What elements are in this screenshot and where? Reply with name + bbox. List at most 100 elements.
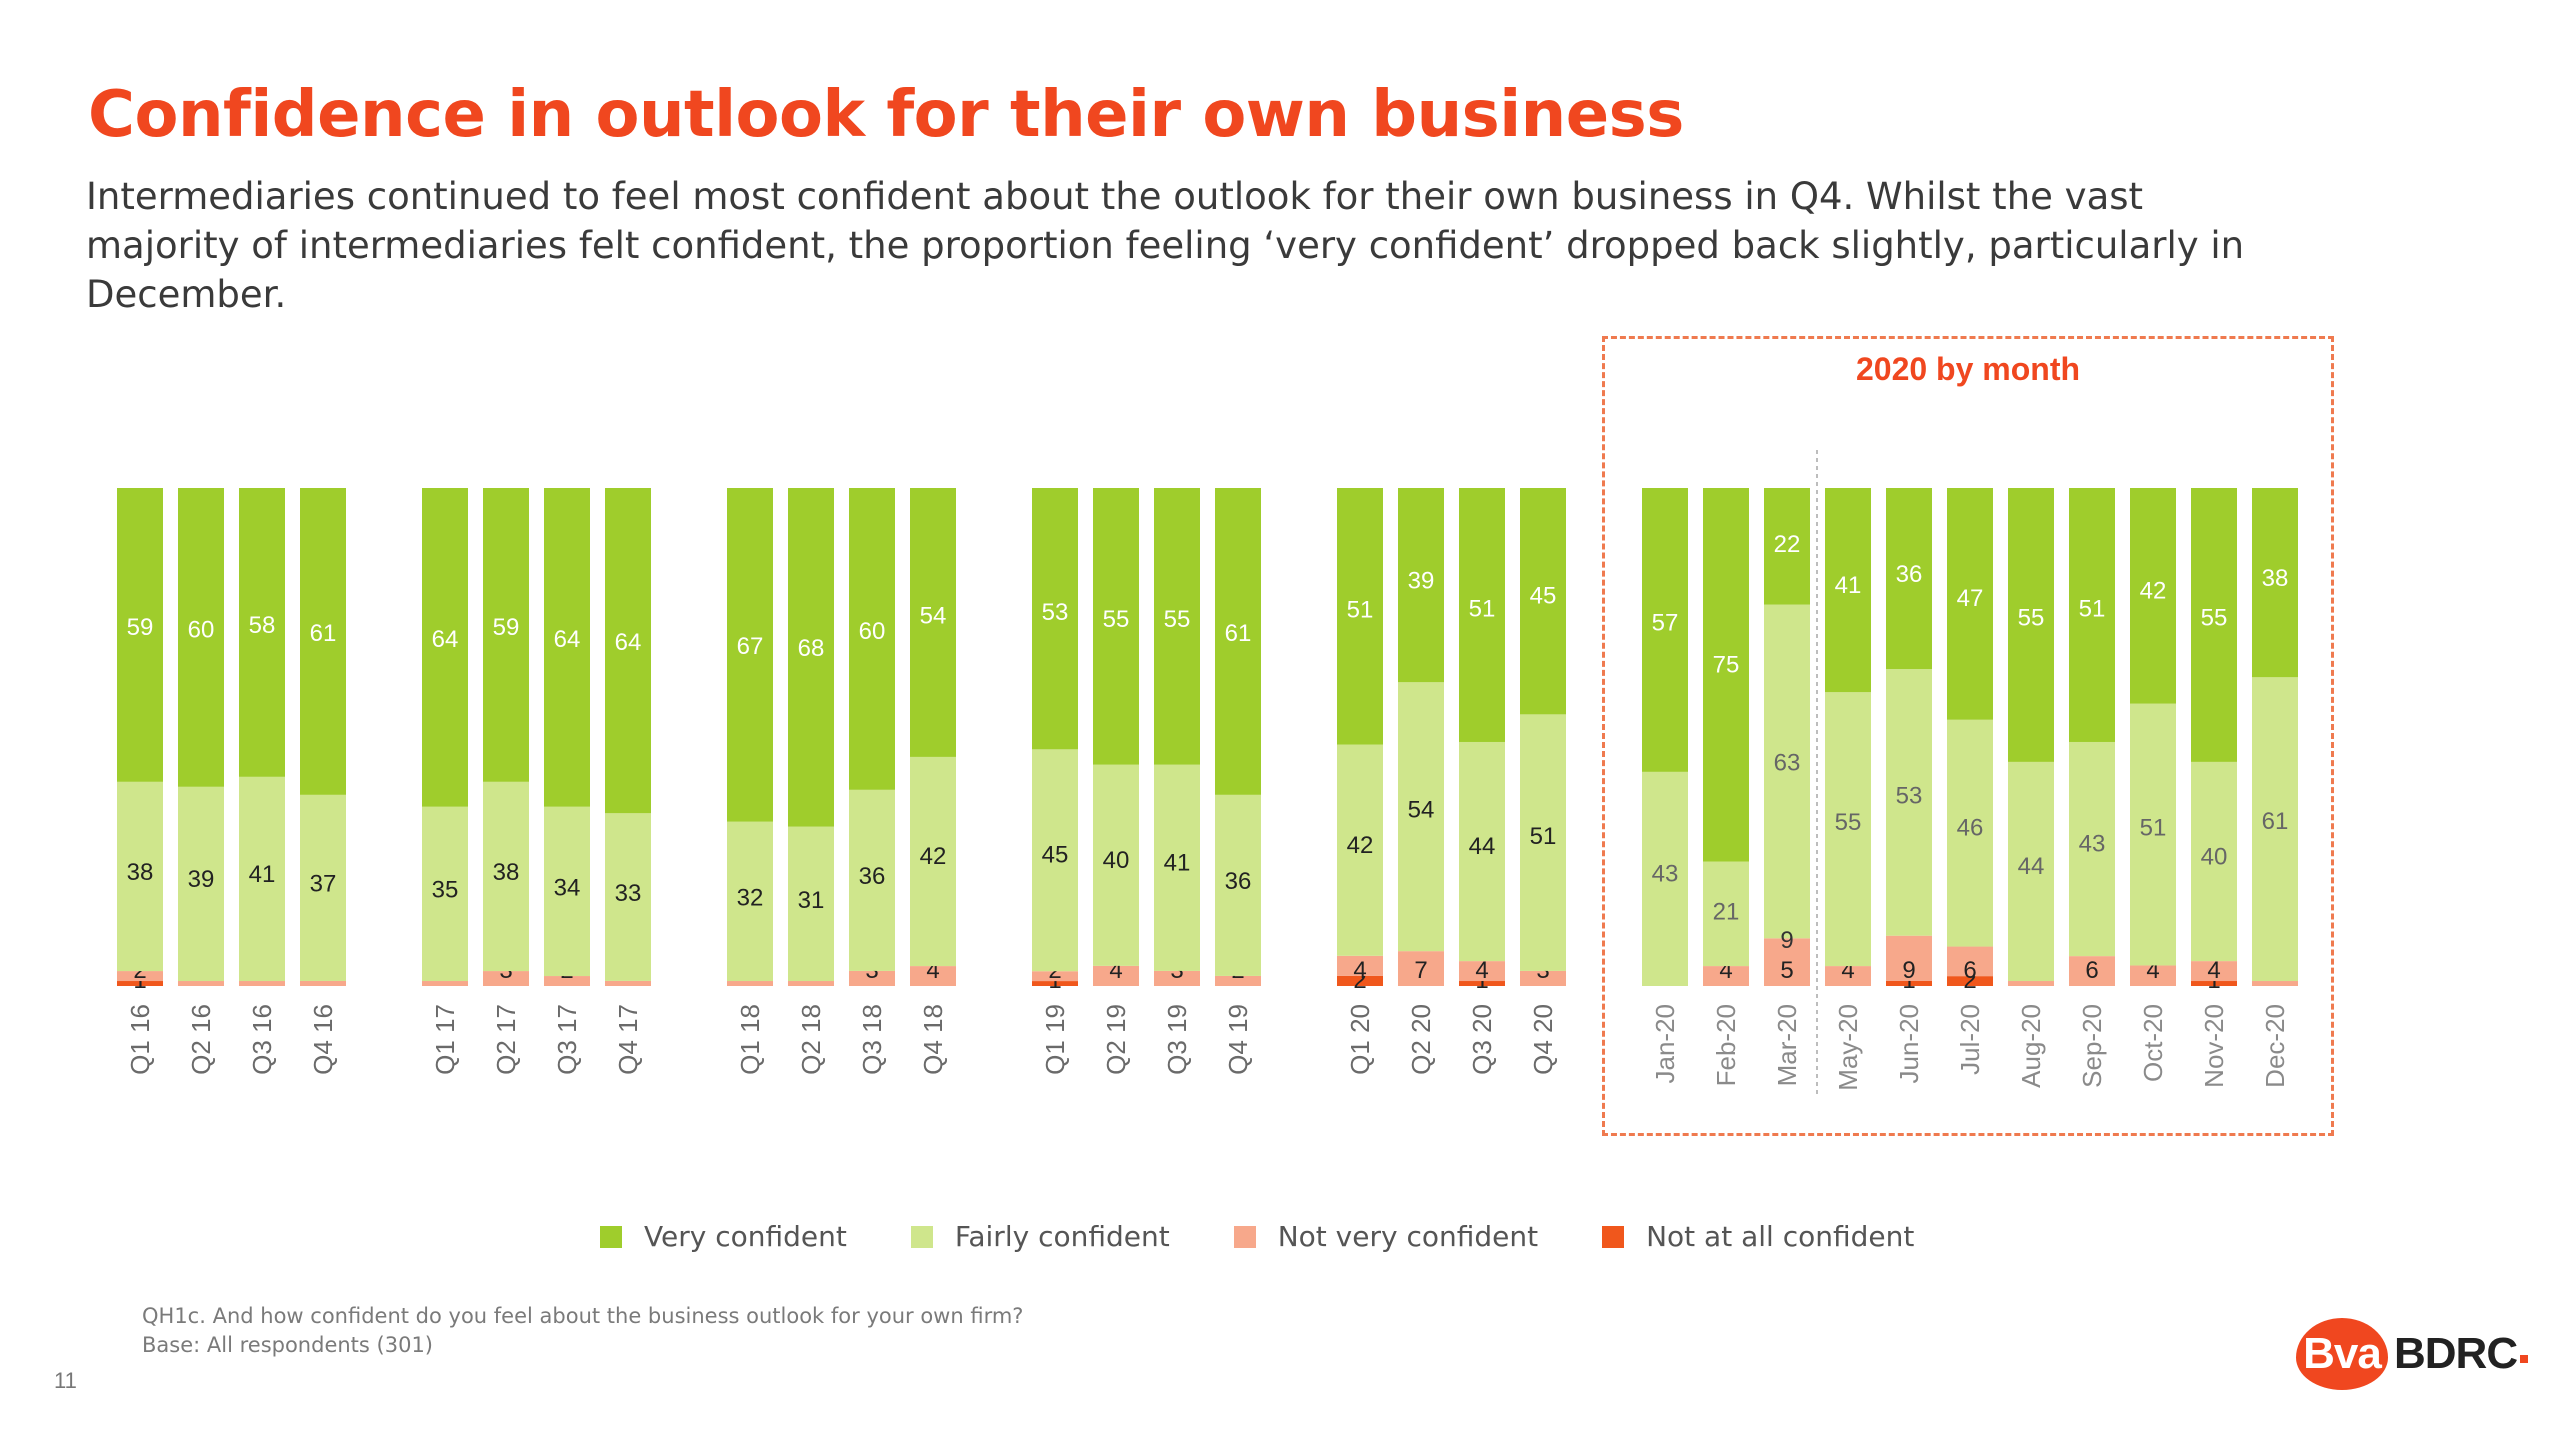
data-label-fairly: 54: [1408, 797, 1435, 824]
data-label-very: 68: [798, 635, 825, 662]
data-label-not-very: 6: [2085, 957, 2098, 984]
x-tick-label: Q2 20: [1406, 1004, 1436, 1075]
data-label-very: 41: [1835, 572, 1862, 599]
data-label-very: 54: [920, 602, 947, 629]
bar-segment-very: [1886, 488, 1932, 670]
x-tick-label: Jan-20: [1650, 1004, 1680, 1084]
bar-segment-not-very: [117, 971, 163, 982]
data-label-fairly: 40: [1103, 847, 1130, 874]
data-label-very: 64: [554, 626, 581, 653]
bar-segment-fairly: [849, 789, 895, 971]
bar-segment-not-very: [1154, 970, 1200, 986]
bar-segment-very: [2191, 488, 2237, 762]
bar-segment-not-very: [2069, 956, 2115, 986]
bar-segment-very: [422, 488, 468, 807]
x-tick-label: Q4 18: [918, 1004, 948, 1075]
bar-segment-not-very: [2130, 965, 2176, 986]
bar-segment-very: [1337, 488, 1383, 745]
x-tick-label: Aug-20: [2016, 1004, 2046, 1088]
data-label-very: 60: [859, 618, 886, 645]
bar-segment-fairly: [1337, 744, 1383, 956]
bar-segment-fairly: [2008, 761, 2054, 982]
footnote-base: Base: All respondents (301): [142, 1333, 433, 1357]
bar-segment-fairly: [2130, 703, 2176, 966]
data-label-very: 64: [432, 626, 459, 653]
data-label-fairly: 41: [249, 861, 276, 888]
bar-segment-fairly: [1520, 714, 1566, 971]
bar-segment-very: [1154, 488, 1200, 765]
bar-segment-very: [2069, 488, 2115, 742]
bar-segment-fairly: [788, 826, 834, 982]
bar-segment-fairly: [2252, 677, 2298, 982]
data-label-fairly: 44: [1469, 833, 1496, 860]
bar-segment-fairly: [910, 756, 956, 967]
data-label-fairly: 46: [1957, 814, 1984, 841]
data-label-fairly: 36: [1225, 868, 1252, 895]
legend-swatch: [1233, 1225, 1256, 1248]
bar-segment-not-very: [239, 981, 285, 986]
bar-segment-very: [727, 488, 773, 822]
bar-segment-not-at-all: [1032, 981, 1078, 986]
bar-segment-not-very: [2252, 981, 2298, 986]
data-label-very: 59: [127, 614, 154, 641]
bar-segment-very: [1032, 488, 1078, 750]
data-label-fairly: 31: [798, 887, 825, 914]
data-label-very: 67: [737, 633, 764, 660]
x-tick-label: Q2 19: [1101, 1004, 1131, 1075]
bar-segment-not-very: [1093, 965, 1139, 986]
data-label-very: 47: [1957, 585, 1984, 612]
x-tick-label: Q4 16: [308, 1004, 338, 1075]
x-tick-label: Q4 19: [1223, 1004, 1253, 1075]
x-tick-label: Q2 16: [186, 1004, 216, 1075]
bar-segment-not-very: [1215, 975, 1261, 986]
bar-segment-fairly: [1764, 604, 1810, 939]
data-label-fairly: 51: [1530, 823, 1557, 850]
data-label-very: 39: [1408, 567, 1435, 594]
legend-item: Not very confident: [1233, 1220, 1539, 1253]
bar-segment-very: [239, 488, 285, 777]
data-label-very: 58: [249, 612, 276, 639]
x-tick-label: Jul-20: [1955, 1004, 1985, 1075]
data-label-very: 55: [2201, 605, 2228, 632]
bar-segment-fairly: [1215, 794, 1261, 976]
data-label-not-very: 4: [1353, 957, 1366, 984]
data-label-very: 51: [1347, 597, 1374, 624]
bar-segment-not-very: [1825, 966, 1871, 986]
bar-segment-not-very: [1764, 938, 1810, 986]
bar-segment-very: [1520, 488, 1566, 715]
bar-segment-fairly: [544, 806, 590, 977]
data-label-fairly: 38: [127, 859, 154, 886]
data-label-fairly: 45: [1042, 842, 1069, 869]
stacked-bar-chart: 123859Q1 1613960Q2 1614158Q3 1613761Q4 1…: [117, 450, 2298, 1095]
bva-bdrc-logo: Bva BDRC: [2296, 1318, 2529, 1390]
bar-segment-not-very: [2191, 961, 2237, 982]
x-tick-label: Q4 20: [1528, 1004, 1558, 1075]
data-label-very: 42: [2140, 577, 2167, 604]
data-label-fairly: 40: [2201, 844, 2228, 871]
month-group-box: 2020 by month: [1602, 336, 2334, 1136]
data-label-very: 55: [1164, 606, 1191, 633]
bar-segment-not-very: [1703, 966, 1749, 986]
bar-segment-not-very: [1459, 961, 1505, 982]
bar-segment-fairly: [1032, 749, 1078, 972]
data-label-fairly: 43: [2079, 831, 2106, 858]
bar-segment-very: [1764, 488, 1810, 605]
data-label-very: 55: [1103, 606, 1130, 633]
page-number: 11: [54, 1368, 77, 1393]
bar-segment-very: [300, 488, 346, 795]
x-tick-label: May-20: [1833, 1004, 1863, 1091]
bar-segment-fairly: [300, 794, 346, 981]
data-label-not-very: 4: [2207, 957, 2220, 984]
data-label-very: 61: [1225, 620, 1252, 647]
bar-segment-very: [1703, 488, 1749, 862]
data-label-very: 61: [310, 620, 337, 647]
bar-segment-very: [1825, 488, 1871, 693]
bar-segment-not-at-all: [117, 981, 163, 986]
data-label-not-very: 6: [1963, 957, 1976, 984]
data-label-fairly: 36: [859, 863, 886, 890]
legend-label: Not very confident: [1277, 1220, 1539, 1253]
bar-segment-fairly: [1154, 764, 1200, 971]
x-tick-label: Q2 18: [796, 1004, 826, 1075]
data-label-fairly: 33: [615, 880, 642, 907]
data-label-not-very: 4: [1475, 957, 1488, 984]
